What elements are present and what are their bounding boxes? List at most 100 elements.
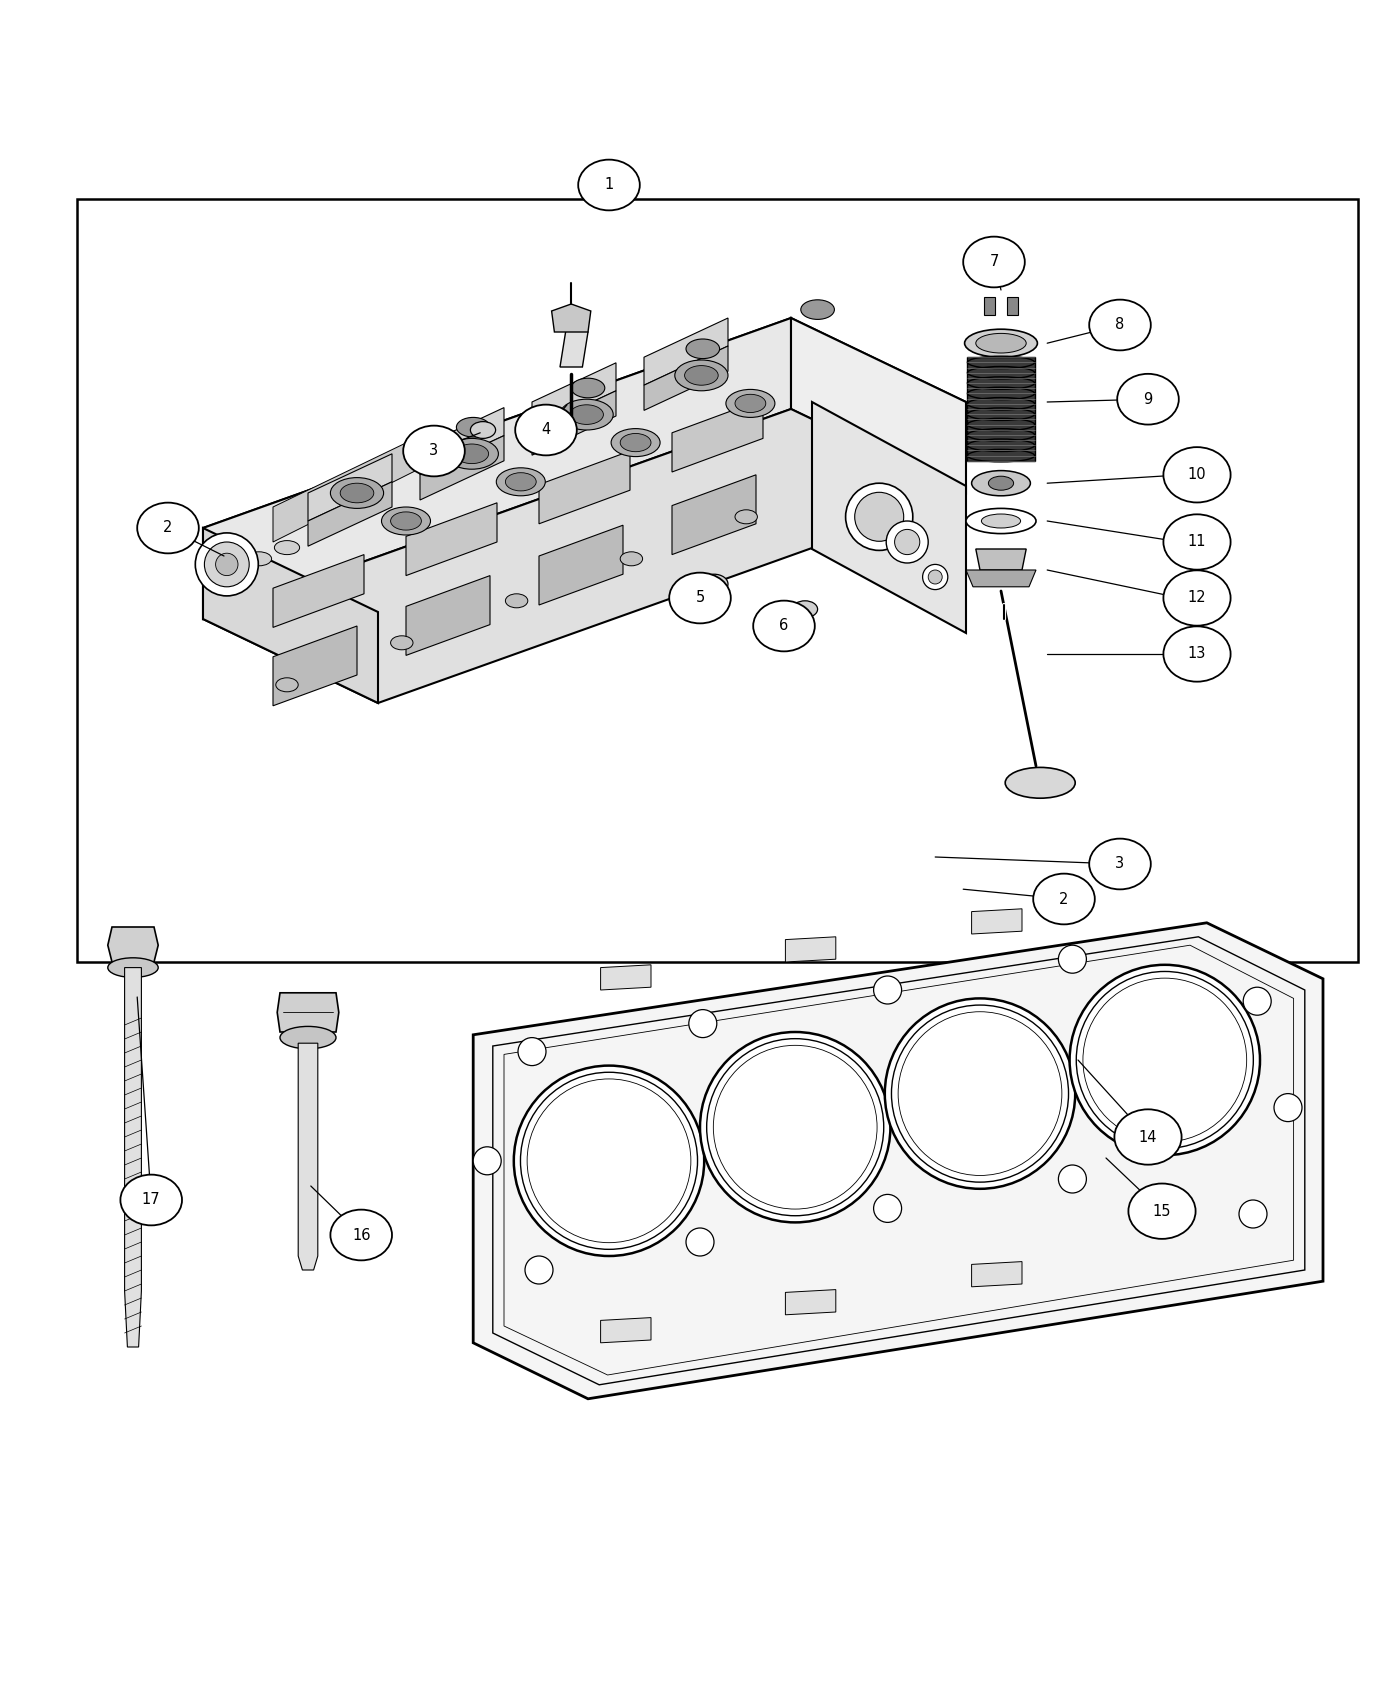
Ellipse shape <box>700 1032 890 1222</box>
Ellipse shape <box>1117 374 1179 425</box>
Ellipse shape <box>570 405 603 425</box>
Ellipse shape <box>330 1210 392 1260</box>
Polygon shape <box>785 1290 836 1314</box>
Text: 6: 6 <box>780 619 788 634</box>
Text: 16: 16 <box>351 1227 371 1243</box>
Ellipse shape <box>274 541 300 554</box>
Ellipse shape <box>381 507 431 536</box>
Ellipse shape <box>1243 988 1271 1015</box>
Ellipse shape <box>675 360 728 391</box>
Polygon shape <box>308 481 392 546</box>
Ellipse shape <box>846 483 913 551</box>
Ellipse shape <box>700 575 728 593</box>
Ellipse shape <box>874 976 902 1005</box>
Ellipse shape <box>727 389 776 418</box>
Polygon shape <box>298 1044 318 1270</box>
Ellipse shape <box>988 476 1014 490</box>
Ellipse shape <box>972 471 1030 496</box>
Text: 2: 2 <box>1060 891 1068 906</box>
Ellipse shape <box>218 563 244 576</box>
Ellipse shape <box>981 513 1021 529</box>
Ellipse shape <box>473 1148 501 1175</box>
Ellipse shape <box>470 422 496 439</box>
Ellipse shape <box>456 418 490 437</box>
Ellipse shape <box>1163 515 1231 570</box>
Ellipse shape <box>1239 1200 1267 1227</box>
Polygon shape <box>976 549 1026 570</box>
Ellipse shape <box>1033 874 1095 925</box>
Polygon shape <box>406 576 490 656</box>
Ellipse shape <box>518 1037 546 1066</box>
Ellipse shape <box>525 1256 553 1284</box>
Ellipse shape <box>735 510 757 524</box>
Text: 14: 14 <box>1138 1129 1158 1144</box>
Polygon shape <box>672 474 756 554</box>
Ellipse shape <box>854 493 904 541</box>
Ellipse shape <box>1163 626 1231 682</box>
Text: 11: 11 <box>1187 534 1207 549</box>
Ellipse shape <box>610 428 659 457</box>
Polygon shape <box>203 529 378 704</box>
Ellipse shape <box>246 552 272 566</box>
Text: 4: 4 <box>542 423 550 437</box>
Polygon shape <box>108 927 158 962</box>
Text: 9: 9 <box>1144 391 1152 406</box>
Ellipse shape <box>874 1195 902 1222</box>
Polygon shape <box>308 454 392 520</box>
Polygon shape <box>203 318 791 619</box>
Polygon shape <box>420 435 504 500</box>
Ellipse shape <box>1089 299 1151 350</box>
Ellipse shape <box>560 400 613 430</box>
Text: 17: 17 <box>141 1192 161 1207</box>
Text: 1: 1 <box>605 177 613 192</box>
Polygon shape <box>273 626 357 706</box>
Polygon shape <box>125 967 141 1346</box>
Polygon shape <box>967 357 1035 461</box>
Polygon shape <box>601 966 651 989</box>
Polygon shape <box>812 401 966 632</box>
Ellipse shape <box>505 473 536 491</box>
Polygon shape <box>644 347 728 410</box>
Polygon shape <box>791 318 966 493</box>
Ellipse shape <box>1128 1183 1196 1239</box>
Ellipse shape <box>753 600 815 651</box>
Ellipse shape <box>445 439 498 469</box>
Polygon shape <box>277 993 339 1032</box>
Polygon shape <box>473 923 1323 1399</box>
Polygon shape <box>984 298 995 314</box>
Ellipse shape <box>515 405 577 456</box>
Ellipse shape <box>689 1010 717 1037</box>
Ellipse shape <box>403 425 465 476</box>
Polygon shape <box>966 570 1036 586</box>
Ellipse shape <box>1058 945 1086 972</box>
Polygon shape <box>273 554 364 627</box>
Polygon shape <box>601 1318 651 1343</box>
Ellipse shape <box>391 512 421 530</box>
Ellipse shape <box>1005 767 1075 799</box>
Polygon shape <box>420 408 504 474</box>
Ellipse shape <box>965 330 1037 357</box>
Ellipse shape <box>963 236 1025 287</box>
Polygon shape <box>672 400 763 473</box>
Polygon shape <box>532 362 616 430</box>
Ellipse shape <box>137 503 199 554</box>
Ellipse shape <box>801 299 834 320</box>
Ellipse shape <box>195 532 258 597</box>
Text: 3: 3 <box>430 444 438 459</box>
Ellipse shape <box>895 529 920 554</box>
Text: 2: 2 <box>164 520 172 536</box>
Polygon shape <box>785 937 836 962</box>
Ellipse shape <box>1163 447 1231 503</box>
Ellipse shape <box>1089 838 1151 889</box>
Ellipse shape <box>216 552 238 576</box>
Polygon shape <box>1007 298 1018 314</box>
Ellipse shape <box>455 444 489 464</box>
Text: 5: 5 <box>696 590 704 605</box>
Polygon shape <box>539 525 623 605</box>
Ellipse shape <box>578 160 640 211</box>
Ellipse shape <box>571 377 605 398</box>
Polygon shape <box>203 318 966 612</box>
Ellipse shape <box>686 338 720 359</box>
Ellipse shape <box>928 570 942 585</box>
Ellipse shape <box>108 957 158 977</box>
